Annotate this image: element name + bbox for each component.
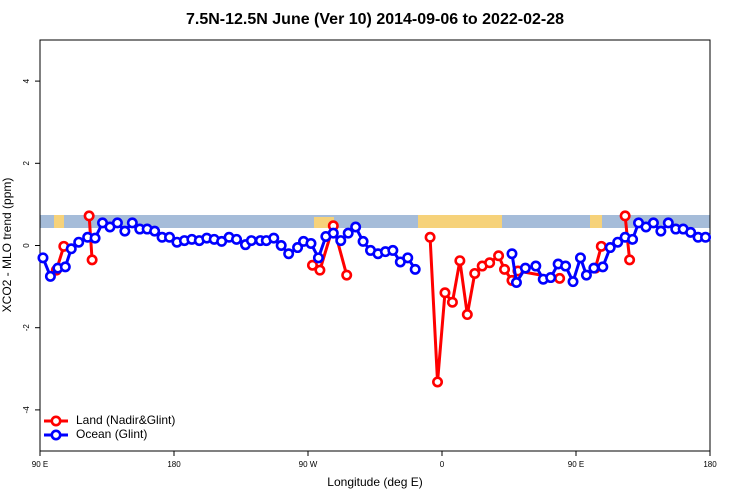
land-strip — [590, 215, 602, 228]
data-point — [305, 237, 317, 249]
x-tick-label: 90 E — [568, 460, 584, 469]
data-point — [506, 248, 518, 260]
y-tick-label: 2 — [22, 161, 31, 166]
data-point — [604, 242, 616, 254]
x-tick-label: 180 — [703, 460, 717, 469]
ocean-strip — [40, 215, 710, 228]
land-mask-strip — [40, 215, 710, 228]
y-axis-label: XCO2 - MLO trend (ppm) — [0, 178, 14, 313]
data-point — [86, 254, 98, 266]
data-point — [149, 225, 161, 237]
data-point — [662, 217, 674, 229]
chart-title: 7.5N-12.5N June (Ver 10) 2014-09-06 to 2… — [186, 11, 564, 28]
y-tick-label: -4 — [22, 406, 31, 414]
y-tick-label: -2 — [22, 324, 31, 332]
data-point — [245, 235, 257, 247]
legend-marker — [50, 429, 62, 441]
data-point — [126, 217, 138, 229]
data-point — [597, 261, 609, 273]
data-point — [314, 264, 326, 276]
data-point — [275, 240, 287, 252]
data-point — [612, 236, 624, 248]
data-point — [484, 257, 496, 269]
y-tick-label: 0 — [22, 243, 31, 248]
x-tick-label: 90 W — [299, 460, 318, 469]
data-point — [554, 272, 566, 284]
data-point — [574, 252, 586, 264]
data-point — [409, 263, 421, 275]
legend-label: Ocean (Glint) — [76, 427, 147, 441]
land-strip — [314, 217, 334, 228]
x-tick-label: 0 — [440, 460, 445, 469]
data-point — [119, 225, 131, 237]
data-point — [499, 263, 511, 275]
data-point — [37, 252, 49, 264]
legend-label: Land (Nadir&Glint) — [76, 413, 175, 427]
data-point — [595, 240, 607, 252]
data-point — [89, 232, 101, 244]
data-point — [545, 272, 557, 284]
data-point — [655, 225, 667, 237]
legend-marker — [50, 415, 62, 427]
data-point — [350, 221, 362, 233]
data-point — [647, 217, 659, 229]
land-strip — [418, 215, 502, 228]
data-point — [424, 231, 436, 243]
data-point — [519, 262, 531, 274]
data-point — [685, 226, 697, 238]
data-point — [341, 269, 353, 281]
data-point — [292, 242, 304, 254]
data-point — [59, 261, 71, 273]
data-point — [83, 210, 95, 222]
data-point — [619, 210, 631, 222]
data-point — [432, 376, 444, 388]
data-point — [469, 267, 481, 279]
x-tick-label: 180 — [167, 460, 181, 469]
data-point — [357, 235, 369, 247]
data-point — [446, 296, 458, 308]
land-strip — [54, 215, 64, 228]
data-point — [624, 254, 636, 266]
data-point — [268, 232, 280, 244]
data-point — [312, 252, 324, 264]
data-point — [342, 227, 354, 239]
data-point — [454, 255, 466, 267]
data-point — [588, 262, 600, 274]
data-point — [510, 276, 522, 288]
data-point — [231, 233, 243, 245]
data-point — [306, 259, 318, 271]
data-point — [560, 260, 572, 272]
data-point — [164, 231, 176, 243]
data-point — [439, 287, 451, 299]
data-point — [283, 248, 295, 260]
data-point — [461, 309, 473, 321]
data-point — [111, 217, 123, 229]
data-point — [65, 243, 77, 255]
data-point — [335, 235, 347, 247]
data-point — [700, 231, 712, 243]
data-point — [44, 270, 56, 282]
data-point — [493, 250, 505, 262]
data-point — [580, 269, 592, 281]
data-point — [387, 244, 399, 256]
data-point — [627, 233, 639, 245]
data-point — [567, 276, 579, 288]
data-point — [530, 260, 542, 272]
data-point — [73, 236, 85, 248]
x-tick-label: 90 E — [32, 460, 48, 469]
y-tick-label: 4 — [22, 78, 31, 83]
data-point — [402, 252, 414, 264]
data-point — [327, 227, 339, 239]
x-axis-label: Longitude (deg E) — [327, 475, 422, 489]
